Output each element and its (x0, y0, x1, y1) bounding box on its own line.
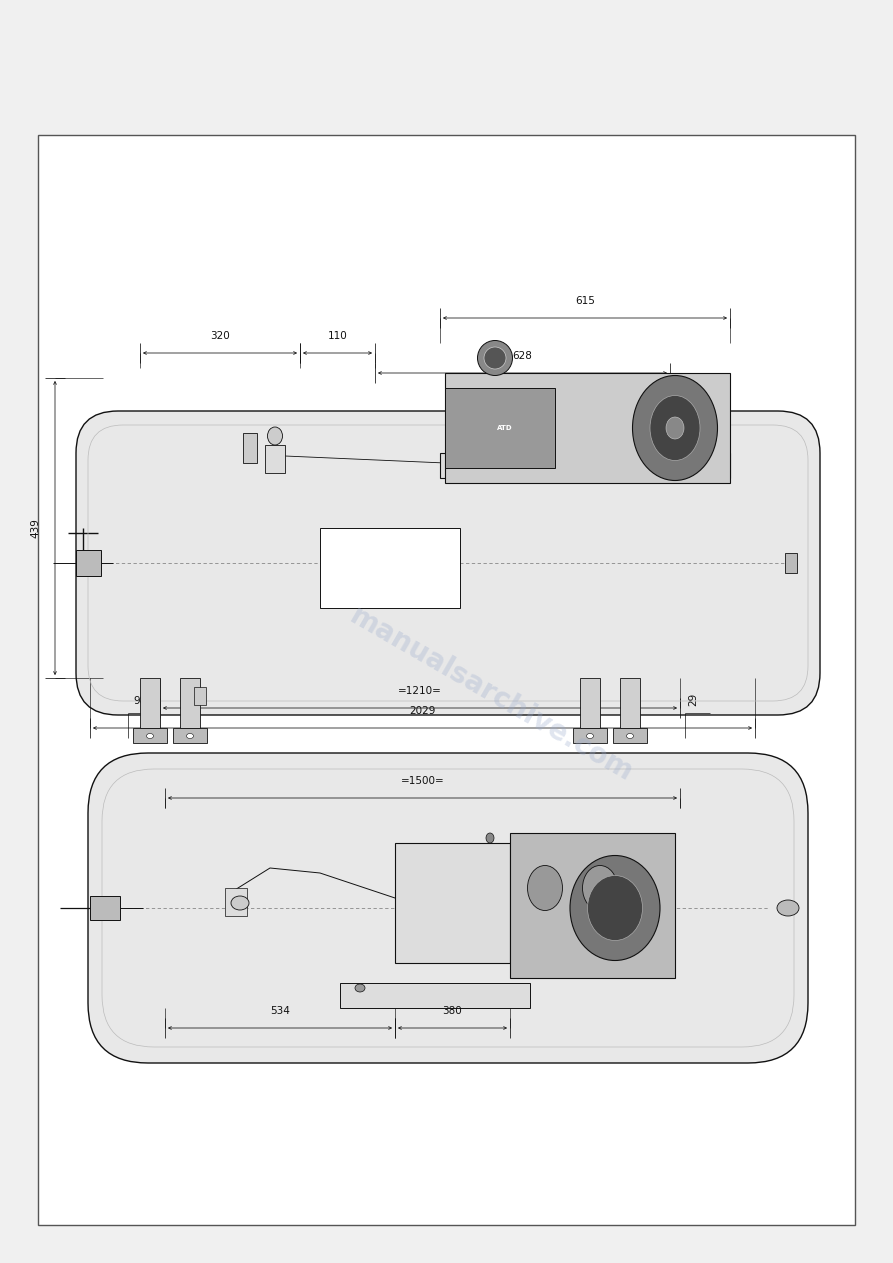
Ellipse shape (355, 984, 365, 991)
Text: 98: 98 (133, 696, 146, 706)
Ellipse shape (570, 855, 660, 960)
Ellipse shape (582, 865, 617, 911)
Ellipse shape (777, 901, 799, 916)
Ellipse shape (478, 341, 513, 375)
Ellipse shape (486, 834, 494, 842)
Ellipse shape (146, 734, 154, 739)
Bar (173, 727, 207, 743)
Text: 380: 380 (443, 1007, 463, 1015)
Bar (38, 135, 855, 1225)
Bar (395, 842, 510, 962)
FancyBboxPatch shape (88, 753, 808, 1063)
Text: =1500=: =1500= (401, 775, 445, 786)
Ellipse shape (588, 875, 642, 941)
Ellipse shape (587, 734, 594, 739)
Text: 29: 29 (688, 692, 698, 706)
Bar (613, 727, 647, 743)
Ellipse shape (666, 417, 684, 440)
Ellipse shape (528, 865, 563, 911)
Bar (510, 834, 675, 978)
Ellipse shape (627, 734, 633, 739)
Text: ATD: ATD (497, 426, 513, 431)
Ellipse shape (650, 395, 700, 461)
Bar (90, 895, 120, 919)
Bar (76, 549, 101, 576)
Bar (785, 553, 797, 573)
Bar (140, 678, 160, 727)
Bar (580, 678, 600, 727)
Bar (445, 373, 730, 482)
Bar (243, 433, 257, 464)
Text: 615: 615 (575, 296, 595, 306)
Ellipse shape (268, 427, 282, 445)
Bar (133, 727, 167, 743)
FancyBboxPatch shape (76, 410, 820, 715)
Bar (440, 453, 730, 477)
Text: 110: 110 (328, 331, 347, 341)
Bar (225, 888, 247, 916)
Bar (445, 388, 555, 469)
Bar (265, 445, 285, 474)
Text: 320: 320 (210, 331, 230, 341)
Text: =1210=: =1210= (398, 686, 442, 696)
Ellipse shape (632, 375, 717, 480)
Bar (340, 983, 530, 1008)
Text: manualsarchive.com: manualsarchive.com (345, 602, 638, 787)
Ellipse shape (484, 347, 506, 369)
Ellipse shape (231, 895, 249, 911)
Text: 439: 439 (30, 518, 40, 538)
Text: 2029: 2029 (409, 706, 436, 716)
Text: 534: 534 (270, 1007, 290, 1015)
Bar (573, 727, 607, 743)
Bar (194, 687, 206, 705)
Bar (320, 528, 460, 608)
Ellipse shape (187, 734, 194, 739)
Bar (180, 678, 200, 727)
Bar (620, 678, 640, 727)
Text: 628: 628 (513, 351, 532, 361)
